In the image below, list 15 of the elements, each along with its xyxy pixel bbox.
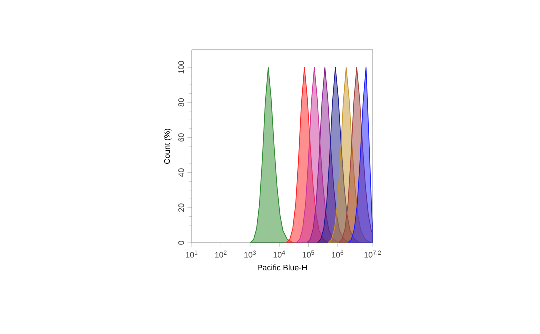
x-tick-label: 10$^{4}$	[274, 250, 286, 258]
x-tick-label: 10$^{2}$	[215, 250, 227, 258]
x-axis-title: Pacific Blue-H	[258, 264, 307, 271]
x-tick-label: 10$^{5}$	[303, 250, 314, 258]
x-tick-label: 10$^{7.2}$	[364, 250, 382, 258]
y-tick-label: 40	[178, 168, 184, 178]
y-tick-label: 60	[178, 134, 184, 142]
x-tick-label: 10$^{6}$	[332, 250, 344, 258]
y-axis-title: Count (%)	[164, 129, 172, 164]
y-tick-label: 80	[178, 98, 184, 107]
y-tick-label: 0	[178, 241, 184, 245]
y-tick-label: 100	[178, 61, 184, 74]
y-tick-label: 20	[178, 204, 184, 212]
x-tick-label: 10$^{1}$	[186, 250, 198, 258]
x-tick-label: 10$^{3}$	[244, 250, 256, 258]
